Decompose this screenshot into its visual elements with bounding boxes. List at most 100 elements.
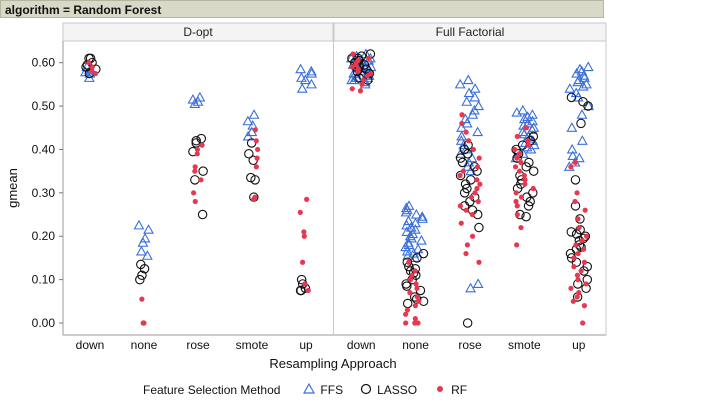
data-point-lasso (459, 188, 470, 198)
data-point-rf (514, 155, 520, 161)
data-point-rf (584, 233, 590, 239)
data-point-rf (514, 211, 520, 218)
data-point-rf (576, 224, 582, 231)
data-point-rf (466, 138, 472, 144)
gmean-scatter-chart: D-opt Full Factorial 0.00 0.10 0.20 0.30 0.4… (5, 22, 607, 371)
x-tick-label: rose (186, 338, 210, 352)
data-point-ffs (583, 100, 595, 111)
plot-area-d-opt (63, 23, 333, 335)
data-point-rf (353, 62, 359, 68)
data-point-lasso (359, 60, 370, 70)
data-point-ffs (572, 76, 584, 87)
data-point-ffs (525, 143, 537, 154)
data-point-ffs (401, 226, 413, 236)
data-point-lasso (198, 166, 208, 176)
x-axis-title: Resampling Approach (269, 356, 396, 371)
data-point-rf (578, 268, 584, 274)
data-point-rf (572, 198, 578, 205)
data-point-rf (472, 190, 478, 196)
triangle-icon (302, 382, 316, 397)
data-point-rf (583, 281, 589, 287)
data-point-rf (458, 220, 464, 226)
data-point-lasso (455, 170, 466, 181)
data-point-rf (514, 133, 520, 140)
data-point-lasso (137, 270, 147, 281)
data-point-ffs (405, 221, 417, 232)
data-point-lasso (525, 196, 535, 207)
legend-item-ffs[interactable]: FFS (302, 382, 343, 397)
y-axis-title: gmean (5, 168, 20, 208)
data-point-rf (470, 233, 476, 239)
legend-item-rf[interactable]: RF (433, 383, 467, 398)
data-point-rf (468, 194, 475, 200)
data-point-rf (302, 281, 308, 287)
data-point-rf (574, 272, 581, 278)
data-point-rf (301, 233, 307, 239)
data-point-rf (514, 242, 520, 248)
data-point-rf (579, 237, 585, 244)
data-point-rf (470, 146, 477, 153)
data-point-rf (253, 164, 259, 170)
legend: Feature Selection Method FFS LASSO RF (143, 381, 483, 399)
data-point-lasso (250, 175, 260, 185)
dot-icon (433, 383, 447, 398)
data-point-ffs (461, 117, 473, 128)
data-point-lasso (570, 175, 581, 185)
data-point-rf (582, 207, 588, 213)
y-tick-label: 0.30 (32, 186, 56, 200)
data-point-rf (575, 250, 581, 257)
data-point-lasso (418, 248, 429, 259)
data-point-lasso (412, 253, 422, 263)
data-point-rf (412, 268, 418, 274)
data-point-rf (513, 198, 519, 205)
data-point-ffs (406, 232, 417, 243)
data-point-ffs (456, 130, 468, 141)
x-axis-ticks: down none rose smote up down none rose smote up (76, 338, 586, 352)
data-point-rf (571, 264, 577, 270)
data-point-ffs (189, 98, 201, 108)
data-point-rf (414, 294, 420, 300)
y-tick-label: 0.60 (32, 56, 56, 70)
facet-title: algorithm = Random Forest (5, 3, 162, 17)
data-point-rf (516, 168, 523, 174)
data-point-ffs (469, 91, 481, 102)
data-point-rf (574, 190, 580, 196)
data-point-ffs (410, 217, 421, 228)
data-point-ffs (576, 109, 588, 119)
data-point-rf (463, 207, 469, 213)
data-point-rf (459, 120, 465, 127)
data-point-rf (198, 177, 204, 183)
data-point-ffs (574, 63, 586, 74)
data-point-lasso (474, 222, 484, 233)
data-point-rf (463, 250, 469, 257)
data-point-lasso (139, 264, 150, 274)
data-point-ffs (415, 234, 427, 245)
data-point-rf (460, 168, 466, 174)
data-point-rf (254, 155, 260, 161)
data-point-ffs (462, 74, 474, 85)
data-point-rf (516, 151, 522, 157)
data-point-ffs (143, 224, 154, 234)
data-point-rf (514, 203, 520, 209)
data-point-ffs (137, 237, 149, 247)
data-point-rf (571, 255, 577, 261)
x-tick-label: down (76, 338, 105, 352)
data-point-ffs (135, 245, 147, 256)
data-point-rf (573, 242, 579, 248)
data-point-lasso (528, 166, 539, 176)
data-point-ffs (296, 83, 308, 93)
legend-item-lasso[interactable]: LASSO (359, 383, 417, 398)
legend-label-rf: RF (451, 383, 468, 397)
data-point-ffs (472, 278, 484, 289)
data-point-lasso (571, 229, 582, 239)
data-point-rf (359, 81, 365, 87)
data-point-ffs (579, 72, 590, 82)
data-point-lasso (521, 162, 531, 172)
data-point-lasso (197, 209, 208, 220)
data-point-ffs (518, 128, 530, 139)
data-point-rf (194, 151, 200, 157)
data-point-ffs (410, 208, 422, 219)
data-point-rf (89, 64, 95, 70)
data-point-ffs (517, 104, 529, 115)
data-point-rf (581, 259, 588, 265)
